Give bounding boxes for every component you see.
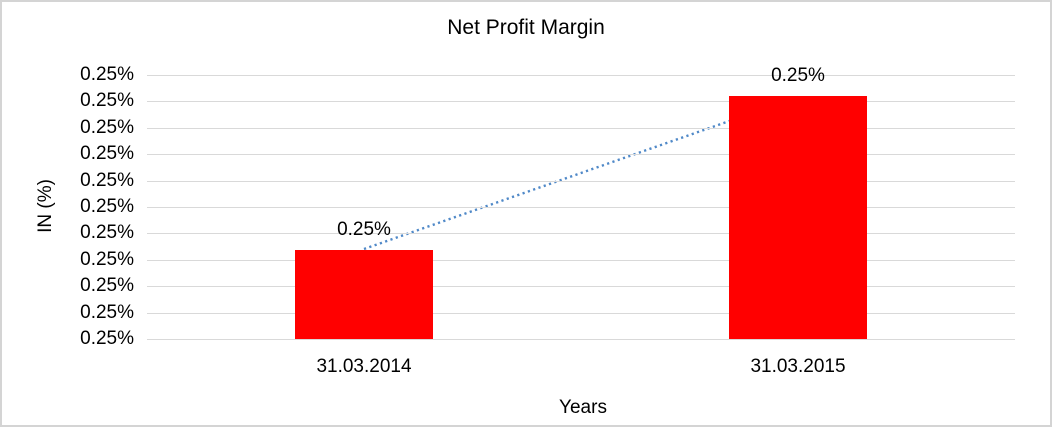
y-tick-label: 0.25% [80,116,134,138]
y-tick-label: 0.25% [80,328,134,349]
y-tick-label: 0.25% [80,143,134,165]
bar-31.03.2015 [729,96,867,339]
y-gridline [147,286,1015,288]
y-tick-label: 0.25% [80,90,134,112]
y-tick-label: 0.25% [80,248,134,270]
y-tick-label: 0.25% [80,64,134,85]
y-gridline [147,259,1015,261]
y-gridline [147,312,1015,314]
y-tick-label: 0.25% [80,275,134,297]
y-gridline [147,339,1015,340]
y-gridline [147,127,1015,129]
y-tick-label: 0.25% [80,196,134,217]
y-tick-label: 0.25% [80,169,134,191]
y-gridline [147,75,1015,76]
y-gridline [147,154,1015,156]
y-gridline [147,233,1015,235]
x-tick-label: 31.03.2015 [750,356,846,377]
y-gridline [147,207,1015,208]
y-gridline [147,180,1015,182]
x-tick-label: 31.03.2014 [316,356,412,377]
y-tick-label: 0.25% [80,301,134,323]
x-axis-title: Years [559,397,607,418]
y-gridline [147,101,1015,103]
bar-31.03.2014 [295,250,433,339]
bar-data-label: 0.25% [771,65,825,86]
y-tick-label: 0.25% [80,222,134,244]
bar-data-label: 0.25% [337,219,391,240]
chart-title: Net Profit Margin [447,16,605,39]
